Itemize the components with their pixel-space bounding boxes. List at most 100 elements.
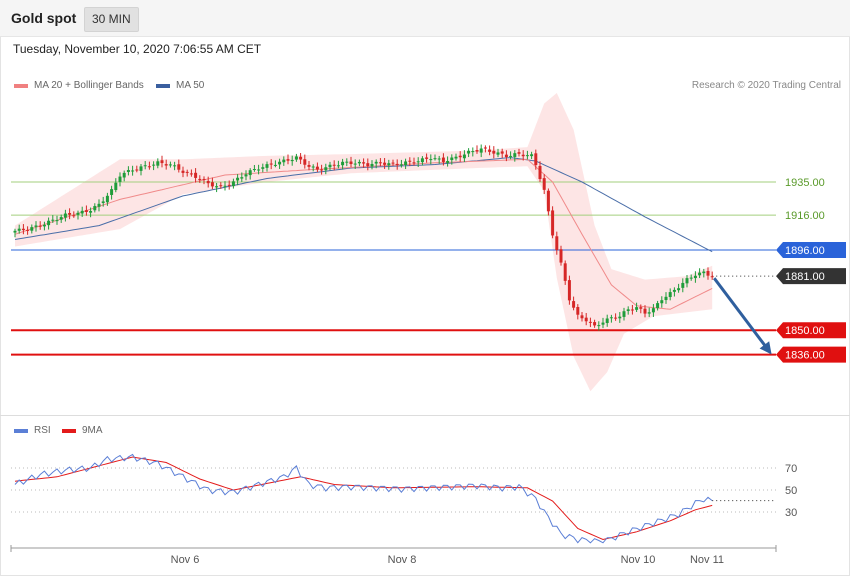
candle-body (660, 300, 664, 304)
legend-rsi-label: RSI (34, 425, 51, 436)
candle-body (168, 164, 172, 166)
ma20-swatch (14, 83, 28, 88)
candle-body (244, 174, 248, 177)
candle-body (643, 308, 647, 314)
candle-body (500, 151, 504, 154)
x-axis-label: Nov 6 (171, 554, 200, 566)
candle-body (530, 154, 534, 157)
candle-body (710, 276, 714, 278)
candle-body (542, 178, 546, 190)
candle-body (307, 164, 311, 167)
candle-body (231, 181, 235, 187)
candle-body (97, 203, 101, 207)
candle-body (336, 165, 340, 167)
rsi-tick-label: 50 (785, 485, 797, 497)
candle-body (479, 148, 483, 153)
candle-body (370, 163, 374, 167)
candle-body (303, 159, 307, 165)
candle-body (345, 161, 349, 163)
candle-body (429, 159, 433, 161)
candle-body (320, 169, 324, 171)
level-label-1935.00: 1935.00 (785, 177, 825, 189)
level-label-1881.00: 1881.00 (785, 271, 825, 283)
candle-body (609, 317, 613, 319)
candle-body (80, 210, 84, 214)
level-label-1836.00: 1836.00 (785, 350, 825, 362)
instrument-title: Gold spot (11, 10, 77, 26)
ma50-swatch (156, 83, 170, 88)
timeframe-badge[interactable]: 30 MIN (84, 7, 139, 32)
candle-body (26, 229, 30, 231)
candle-body (685, 278, 689, 284)
legend-ma20-label: MA 20 + Bollinger Bands (34, 80, 144, 91)
candle-body (147, 166, 151, 168)
candle-body (126, 170, 130, 172)
candle-body (294, 156, 298, 160)
candle-body (286, 159, 290, 161)
candle-body (517, 152, 521, 154)
candle-body (412, 162, 416, 164)
x-axis-label: Nov 11 (690, 554, 724, 566)
legend-9ma: 9MA (62, 425, 103, 436)
candle-body (588, 321, 592, 323)
legend-9ma-label: 9MA (82, 425, 103, 436)
candle-body (139, 166, 143, 171)
candle-body (404, 161, 408, 166)
candle-body (34, 225, 38, 227)
candle-body (164, 164, 168, 166)
candle-body (521, 154, 525, 157)
level-label-1916.00: 1916.00 (785, 210, 825, 222)
candle-body (21, 228, 25, 231)
candles (13, 144, 714, 331)
candle-body (353, 163, 357, 165)
candle-body (383, 162, 387, 165)
candle-body (437, 158, 441, 160)
candle-body (17, 228, 21, 231)
projection-arrow-head (759, 341, 772, 355)
candle-body (416, 161, 420, 163)
candle-body (135, 169, 139, 171)
candle-body (391, 162, 395, 164)
candle-body (68, 213, 72, 215)
level-tag-1896.00 (776, 242, 846, 258)
x-axis-label: Nov 8 (388, 554, 417, 566)
candle-body (374, 161, 378, 164)
candle-body (399, 164, 403, 166)
candle-body (534, 153, 538, 166)
candle-body (13, 230, 17, 233)
candle-body (387, 163, 391, 166)
candle-body (252, 169, 256, 171)
candle-body (357, 161, 361, 164)
candle-body (496, 152, 500, 155)
x-axis-label: Nov 10 (621, 554, 656, 566)
candle-body (152, 164, 156, 166)
candle-body (706, 270, 710, 276)
candle-body (702, 271, 706, 274)
candle-body (441, 157, 445, 162)
rsi-line (14, 453, 713, 544)
candle-body (672, 289, 676, 292)
candle-body (601, 322, 605, 325)
bollinger-band (15, 93, 713, 392)
candle-body (38, 225, 42, 227)
legend-rsi: RSI (14, 425, 51, 436)
candle-body (89, 211, 93, 213)
candle-body (118, 176, 122, 182)
candle-body (210, 182, 214, 187)
level-label-1850.00: 1850.00 (785, 325, 825, 337)
candle-body (668, 292, 672, 298)
chart-header: Gold spot 30 MIN (0, 0, 850, 37)
candle-body (269, 163, 273, 165)
candle-body (219, 185, 223, 187)
candle-body (349, 161, 353, 165)
rsi-tick-label: 70 (785, 463, 797, 475)
candle-body (236, 177, 240, 181)
candle-body (299, 156, 303, 160)
candle-body (143, 165, 147, 167)
candle-body (131, 170, 135, 172)
candle-body (59, 217, 63, 220)
ma9-swatch (62, 428, 76, 433)
candle-body (639, 307, 643, 309)
candle-body (290, 159, 294, 162)
projection-arrow-line (713, 277, 770, 351)
